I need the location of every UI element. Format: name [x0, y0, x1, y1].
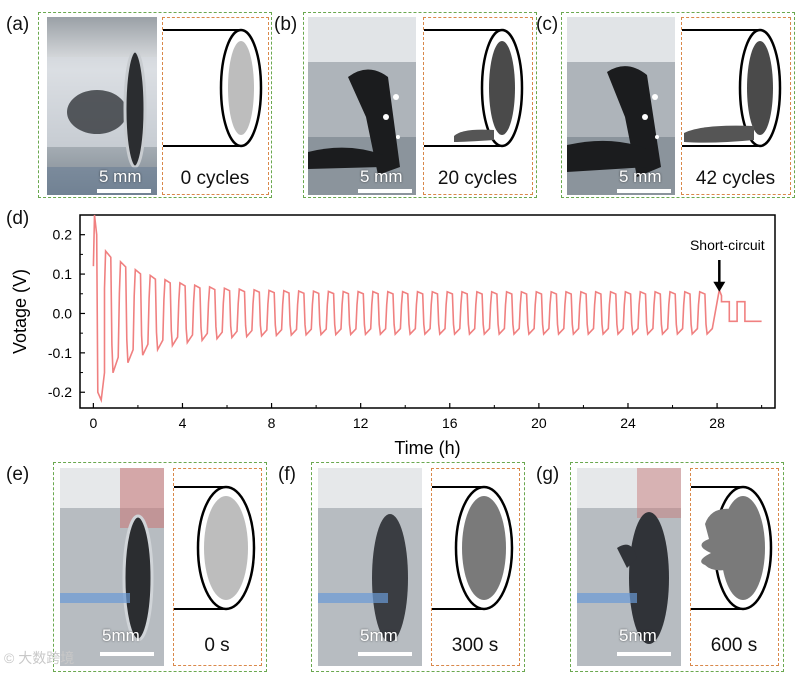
- photo-cell-e: [60, 468, 164, 666]
- x-tick-label: 24: [620, 415, 636, 431]
- photo-cell-c: [567, 17, 675, 195]
- electrode-disk-a: [228, 41, 254, 135]
- y-tick-label: 0.2: [53, 227, 73, 243]
- panel-g-diagram: 600 s: [690, 468, 779, 666]
- annotation-text: Short-circuit: [690, 237, 765, 253]
- photo-cell-f: [318, 468, 422, 666]
- scale-bar-b: [358, 189, 412, 193]
- dendrite-g: [701, 508, 731, 571]
- panel-e-diagram: 0 s: [173, 468, 262, 666]
- panel-letter-a: (a): [6, 14, 30, 35]
- x-axis-label: Time (h): [394, 438, 460, 458]
- panel-g-frame: [570, 462, 784, 672]
- x-tick-label: 4: [179, 415, 187, 431]
- panel-letter-b: (b): [274, 14, 298, 35]
- panel-letter-c: (c): [536, 14, 559, 35]
- voltage-trace: [92, 214, 762, 404]
- photo-cell-b: [308, 17, 416, 195]
- cylinder-diagram-b: [424, 28, 524, 148]
- scale-label-e: 5mm: [102, 626, 140, 645]
- cylinder-diagram-c: [682, 28, 782, 148]
- cylinder-diagram-e: [174, 485, 256, 611]
- watermark: © 大数跨境: [4, 650, 75, 666]
- dendrite-c: [684, 125, 754, 143]
- photo-cell-g: [577, 468, 681, 666]
- x-tick-label: 12: [353, 415, 369, 431]
- panel-e-photo: 5mm: [60, 468, 164, 666]
- cylinder-diagram-a: [163, 28, 263, 148]
- caption-a: 0 cycles: [180, 168, 250, 189]
- scale-bar-a: [97, 189, 151, 193]
- scale-label-b: 5 mm: [360, 167, 403, 186]
- caption-c: 42 cycles: [695, 168, 776, 189]
- panel-a-frame: [38, 12, 272, 198]
- panel-b-photo: 5 mm: [308, 17, 416, 195]
- electrode-disk-b: [489, 41, 515, 135]
- panel-c-frame: [561, 12, 795, 198]
- caption-e: 0 s: [204, 635, 230, 656]
- scale-label-f: 5mm: [360, 626, 398, 645]
- voltage-time-chart: 0 4 8 12 16 20 24 28 -0.2 -0.1 0.0 0.1 0.2 Short-cir…: [10, 214, 776, 458]
- cylinder-diagram-f: [432, 485, 514, 611]
- scale-bar-e: [100, 652, 154, 656]
- x-tick-label: 16: [442, 415, 458, 431]
- scale-bar-f: [358, 652, 412, 656]
- panel-f-diagram: 300 s: [431, 468, 520, 666]
- y-tick-label: 0.0: [53, 305, 73, 321]
- scale-label-c: 5 mm: [619, 167, 662, 186]
- caption-f: 300 s: [451, 635, 499, 656]
- scale-label-g: 5mm: [619, 626, 657, 645]
- panel-letter-f: (f): [278, 464, 296, 485]
- panel-e-frame: [53, 462, 267, 672]
- dendrite-b: [454, 129, 494, 142]
- panel-a-photo: 5 mm: [47, 17, 157, 195]
- cylinder-diagram-g: [691, 485, 773, 611]
- panel-f-photo: 5mm: [318, 468, 422, 666]
- electrode-disk-c: [747, 41, 773, 135]
- caption-g: 600 s: [710, 635, 758, 656]
- plot-frame: [79, 214, 776, 409]
- panel-g-photo: 5mm: [577, 468, 681, 666]
- scale-bar-g: [617, 652, 671, 656]
- panel-c-photo: 5 mm: [567, 17, 675, 195]
- panel-b-frame: [303, 12, 537, 198]
- panel-c-diagram: 42 cycles: [681, 17, 791, 195]
- short-circuit-annotation: Short-circuit: [690, 237, 765, 292]
- electrode-disk-e: [204, 496, 248, 600]
- panel-b-diagram: 20 cycles: [423, 17, 533, 195]
- caption-b: 20 cycles: [437, 168, 518, 189]
- y-axis-label: Votage (V): [10, 269, 30, 354]
- x-tick-label: 28: [709, 415, 725, 431]
- x-tick-label: 0: [89, 415, 97, 431]
- x-tick-label: 8: [268, 415, 276, 431]
- panel-f-frame: [311, 462, 525, 672]
- electrode-disk-f: [462, 496, 506, 600]
- photo-cell-a: [47, 17, 157, 195]
- y-tick-label: 0.1: [53, 266, 73, 282]
- chart-ticks: 0 4 8 12 16 20 24 28 -0.2 -0.1 0.0 0.1 0.2: [48, 214, 763, 431]
- electrode-disk-g: [721, 496, 765, 600]
- x-tick-label: 20: [531, 415, 547, 431]
- y-tick-label: -0.1: [48, 345, 72, 361]
- annotation-arrowhead: [713, 281, 726, 292]
- scale-label-a: 5 mm: [99, 167, 142, 186]
- panel-a-diagram: 0 cycles: [162, 17, 269, 195]
- panel-letter-e: (e): [6, 464, 30, 485]
- y-tick-label: -0.2: [48, 384, 72, 400]
- scale-bar-c: [617, 189, 671, 193]
- chart-axes: [79, 214, 776, 409]
- panel-letter-g: (g): [536, 464, 560, 485]
- panel-letter-d: (d): [6, 208, 30, 229]
